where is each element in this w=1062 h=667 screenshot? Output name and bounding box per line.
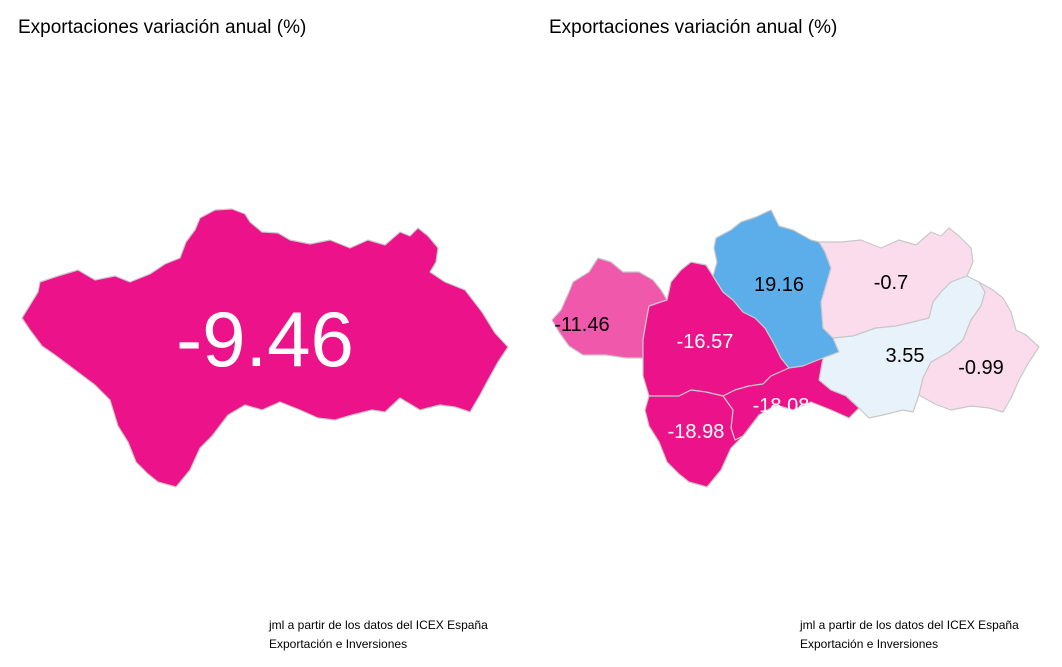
provinces-map: -11.46 -16.57 19.16 -0.7 3.55 -0.99 -18.08 -18.… — [551, 209, 1040, 488]
province-value-huelva: -11.46 — [554, 314, 609, 336]
left-map-panel: Exportaciones variación anual (%) -9.46 … — [18, 17, 509, 654]
province-value-jaen: -0.7 — [874, 272, 908, 294]
caption-line-2: Exportación e Inversiones — [269, 637, 408, 651]
province-value-almeria: -0.99 — [958, 357, 1004, 379]
province-huelva[interactable] — [551, 257, 668, 359]
andalucia-map: -9.46 — [21, 208, 509, 488]
province-value-granada: 3.55 — [886, 345, 925, 367]
caption-line-1: jml a partir de los datos del ICEX Españ… — [800, 618, 1019, 632]
andalucia-value-label: -9.46 — [176, 295, 354, 383]
right-map-panel: Exportaciones variación anual (%) -11.46… — [531, 0, 1062, 667]
province-value-malaga: -18.08 — [753, 395, 810, 417]
left-map-title: Exportaciones variación anual (%) — [18, 17, 307, 38]
province-value-sevilla: -16.57 — [677, 331, 734, 353]
left-map-caption: jml a partir de los datos del ICEX Españ… — [269, 616, 488, 654]
province-value-cadiz: -18.98 — [668, 421, 725, 443]
right-map-title: Exportaciones variación anual (%) — [549, 17, 838, 38]
right-map-caption: jml a partir de los datos del ICEX Españ… — [800, 616, 1019, 654]
province-almeria[interactable] — [918, 281, 1040, 413]
province-cadiz[interactable] — [644, 389, 744, 488]
caption-line-1: jml a partir de los datos del ICEX Españ… — [269, 618, 488, 632]
andalucia-region[interactable] — [21, 208, 509, 488]
province-value-cordoba: 19.16 — [754, 274, 804, 296]
caption-line-2: Exportación e Inversiones — [800, 637, 939, 651]
